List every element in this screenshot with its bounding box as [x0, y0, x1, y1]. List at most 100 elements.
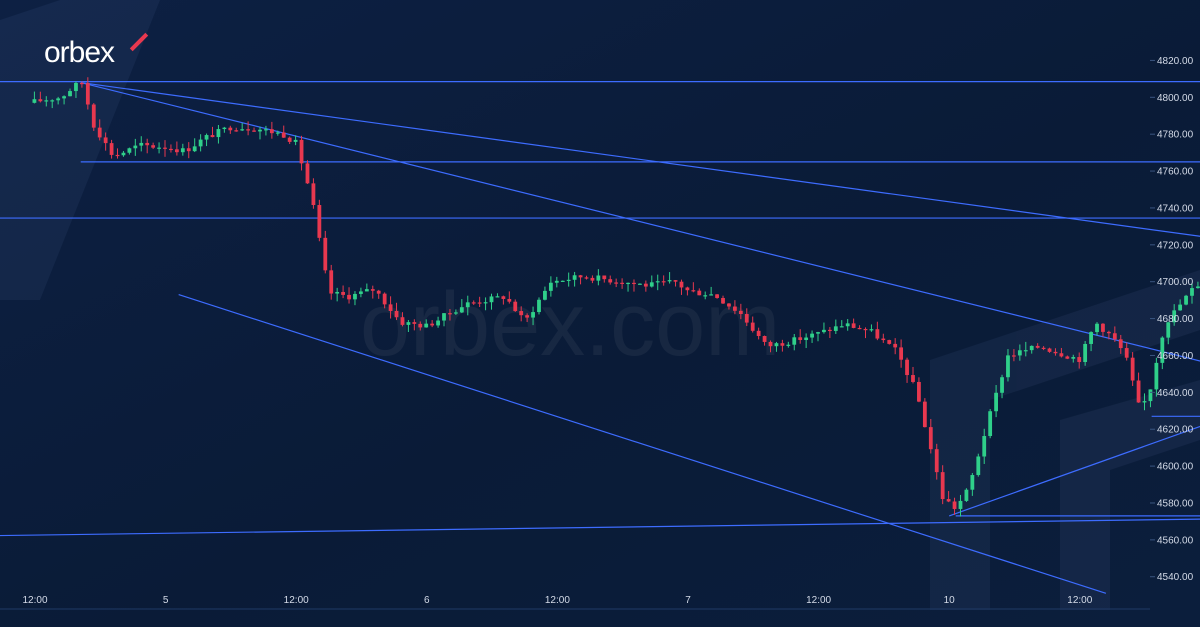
bull-candle — [139, 142, 144, 146]
bull-candle — [531, 312, 535, 318]
trendline[interactable] — [178, 294, 1107, 594]
bull-candle — [1178, 304, 1183, 311]
bear-candle — [246, 129, 251, 131]
bear-candle — [863, 328, 868, 331]
bear-candle — [525, 315, 530, 318]
bull-candle — [982, 436, 987, 457]
bear-candle — [608, 279, 613, 283]
bull-candle — [988, 411, 993, 437]
y-tick-label: 4700.00 — [1157, 277, 1194, 288]
bear-candle — [370, 289, 375, 291]
candles-layer — [32, 77, 1200, 517]
bull-candle — [816, 332, 820, 334]
bull-candle — [483, 302, 488, 304]
background-decor — [0, 0, 1200, 610]
bear-candle — [38, 99, 43, 102]
bear-candle — [881, 338, 886, 341]
x-tick-label: 12:00 — [806, 595, 831, 606]
bear-candle — [400, 317, 405, 325]
bear-candle — [798, 337, 803, 341]
bear-candle — [679, 281, 684, 288]
bear-candle — [620, 282, 625, 284]
bear-candle — [934, 449, 939, 473]
bear-candle — [851, 323, 856, 328]
bear-candle — [305, 163, 310, 184]
bear-candle — [210, 135, 215, 138]
bear-candle — [269, 129, 274, 134]
bull-candle — [869, 329, 874, 331]
trendline[interactable] — [0, 505, 1200, 537]
bull-candle — [649, 282, 654, 287]
bull-candle — [442, 313, 446, 321]
bear-candle — [1130, 357, 1135, 381]
bear-candle — [946, 499, 951, 502]
bull-candle — [1017, 350, 1022, 356]
trendline[interactable] — [80, 81, 1200, 574]
bear-candle — [685, 287, 690, 291]
bull-candle — [638, 283, 642, 285]
bull-candle — [537, 299, 541, 313]
bear-candle — [780, 343, 785, 346]
bull-candle — [703, 295, 708, 297]
bull-candle — [822, 329, 826, 333]
bear-candle — [1059, 353, 1064, 357]
bear-candle — [287, 137, 292, 142]
bull-candle — [786, 344, 791, 346]
bear-candle — [228, 127, 233, 131]
x-tick-label: 12:00 — [545, 595, 570, 606]
bear-candle — [744, 314, 749, 323]
logo: orbex — [44, 32, 149, 69]
bear-candle — [97, 127, 102, 138]
bull-candle — [465, 302, 470, 308]
y-tick-label: 4640.00 — [1157, 388, 1194, 399]
bull-candle — [1095, 323, 1099, 333]
bull-candle — [359, 291, 363, 294]
bear-candle — [109, 143, 114, 155]
bull-candle — [976, 456, 981, 476]
bear-candle — [768, 341, 773, 347]
bull-candle — [364, 289, 369, 292]
bull-candle — [489, 296, 494, 303]
bear-candle — [341, 291, 345, 295]
bear-candle — [614, 282, 619, 284]
bear-candle — [329, 270, 334, 294]
logo-accent — [129, 32, 149, 52]
bear-candle — [103, 137, 108, 144]
bear-candle — [857, 327, 862, 330]
trendline[interactable] — [80, 81, 1200, 380]
bear-candle — [388, 304, 393, 311]
bull-candle — [655, 281, 660, 283]
y-tick-label: 4800.00 — [1157, 93, 1194, 104]
bear-candle — [661, 281, 666, 283]
y-tick-label: 4600.00 — [1157, 462, 1194, 473]
bull-candle — [62, 96, 66, 99]
bull-candle — [1142, 401, 1147, 403]
bull-candle — [709, 294, 714, 296]
bear-candle — [1065, 356, 1070, 359]
bear-candle — [762, 336, 767, 342]
bear-candle — [887, 340, 892, 344]
x-tick-label: 12:00 — [284, 595, 309, 606]
x-tick-label: 12:00 — [1067, 595, 1092, 606]
bear-candle — [151, 145, 156, 148]
bull-candle — [792, 337, 797, 345]
x-tick-label: 5 — [163, 595, 169, 606]
bear-candle — [1047, 348, 1052, 352]
bull-candle — [554, 280, 559, 283]
bull-candle — [572, 275, 577, 280]
bear-candle — [673, 280, 678, 282]
bear-candle — [899, 347, 904, 360]
bull-candle — [1166, 322, 1171, 338]
bull-candle — [32, 99, 37, 103]
trendline[interactable] — [948, 55, 1200, 517]
logo-text: orbex — [44, 36, 115, 69]
bear-candle — [163, 147, 167, 149]
bear-candle — [281, 132, 286, 138]
x-tick-label: 12:00 — [22, 595, 47, 606]
bull-candle — [264, 129, 268, 131]
bear-candle — [1112, 333, 1117, 340]
bear-candle — [1124, 348, 1129, 358]
bull-candle — [1083, 343, 1088, 363]
bear-candle — [394, 310, 399, 318]
